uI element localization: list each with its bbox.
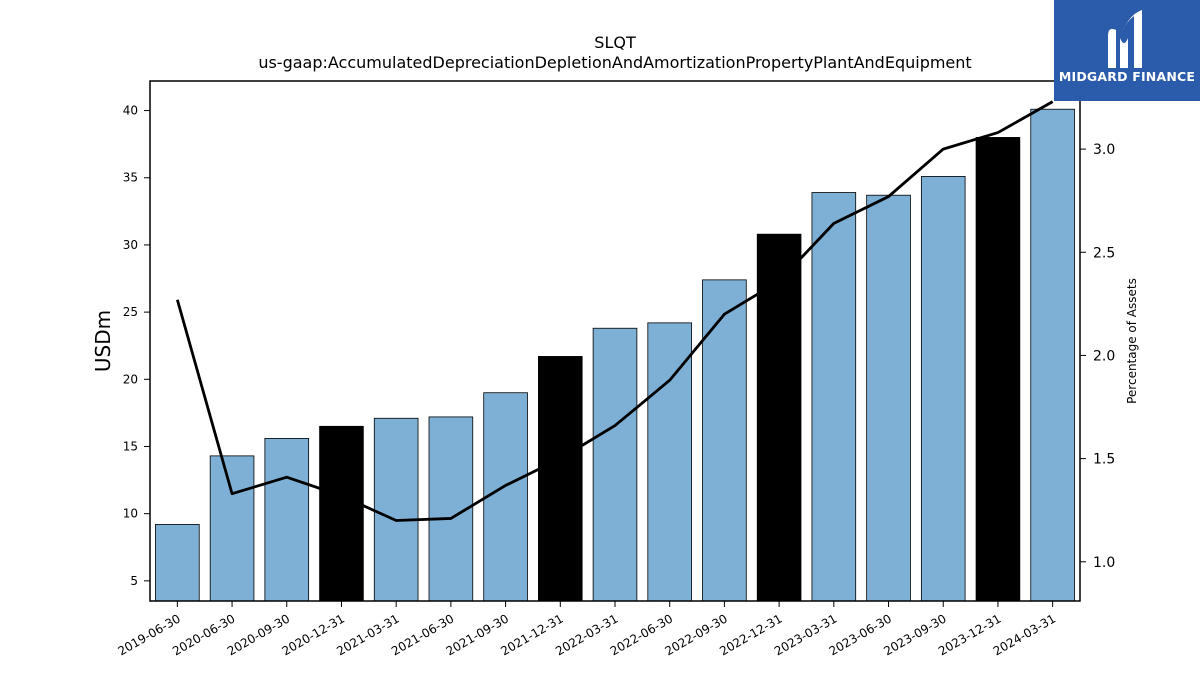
bar-2021-03-31	[373, 417, 419, 602]
bar-2022-12-31	[756, 233, 802, 602]
bar-2024-03-31	[1030, 108, 1075, 602]
bar-group	[155, 108, 1075, 602]
bar-2020-12-31	[319, 425, 364, 602]
y-tick-label: 10	[123, 507, 138, 521]
plot-frame	[149, 80, 1081, 602]
y2-tick-label: 1.0	[1093, 555, 1115, 571]
y2-tick-label: 2.0	[1093, 348, 1115, 364]
y2-tick-label: 2.5	[1093, 245, 1115, 261]
y2-tick-label: 3.0	[1093, 142, 1115, 158]
bar-2023-06-30	[866, 194, 911, 602]
bar-2019-06-30	[155, 524, 200, 602]
bar-2020-09-30	[264, 438, 310, 602]
line-group	[176, 100, 1054, 522]
brand-logo: MIDGARD FINANCE	[1054, 0, 1200, 101]
x-tick-label: 2024-03-31	[991, 611, 1058, 658]
y-tick-label: 40	[123, 104, 138, 118]
y-tick-label: 30	[123, 238, 138, 252]
y-tick-label: 25	[123, 305, 138, 319]
bar-2022-06-30	[647, 322, 692, 602]
bar-2023-12-31	[975, 137, 1021, 602]
y-axis-label: USDm	[91, 310, 115, 372]
bar-2020-06-30	[209, 455, 255, 602]
bar-2021-12-31	[538, 356, 583, 602]
bar-2022-03-31	[592, 327, 638, 602]
y2-tick-label: 1.5	[1093, 452, 1115, 468]
bar-2023-03-31	[811, 192, 857, 602]
percentage-line	[176, 100, 1054, 522]
chart-subtitle: us-gaap:AccumulatedDepreciationDepletion…	[258, 53, 971, 72]
y-tick-label: 35	[123, 171, 138, 185]
chart-title: SLQT	[594, 33, 636, 52]
y2-axis-label: Percentage of Assets	[1125, 278, 1139, 404]
y-tick-label: 5	[130, 574, 138, 588]
bar-2021-09-30	[483, 392, 528, 602]
y-tick-label: 15	[123, 439, 138, 453]
bar-2023-09-30	[920, 175, 966, 602]
bar-2022-09-30	[702, 279, 747, 602]
y-tick-label: 20	[123, 372, 138, 386]
midgard-m-logo-icon	[1108, 10, 1142, 68]
brand-name: MIDGARD FINANCE	[1058, 69, 1196, 84]
